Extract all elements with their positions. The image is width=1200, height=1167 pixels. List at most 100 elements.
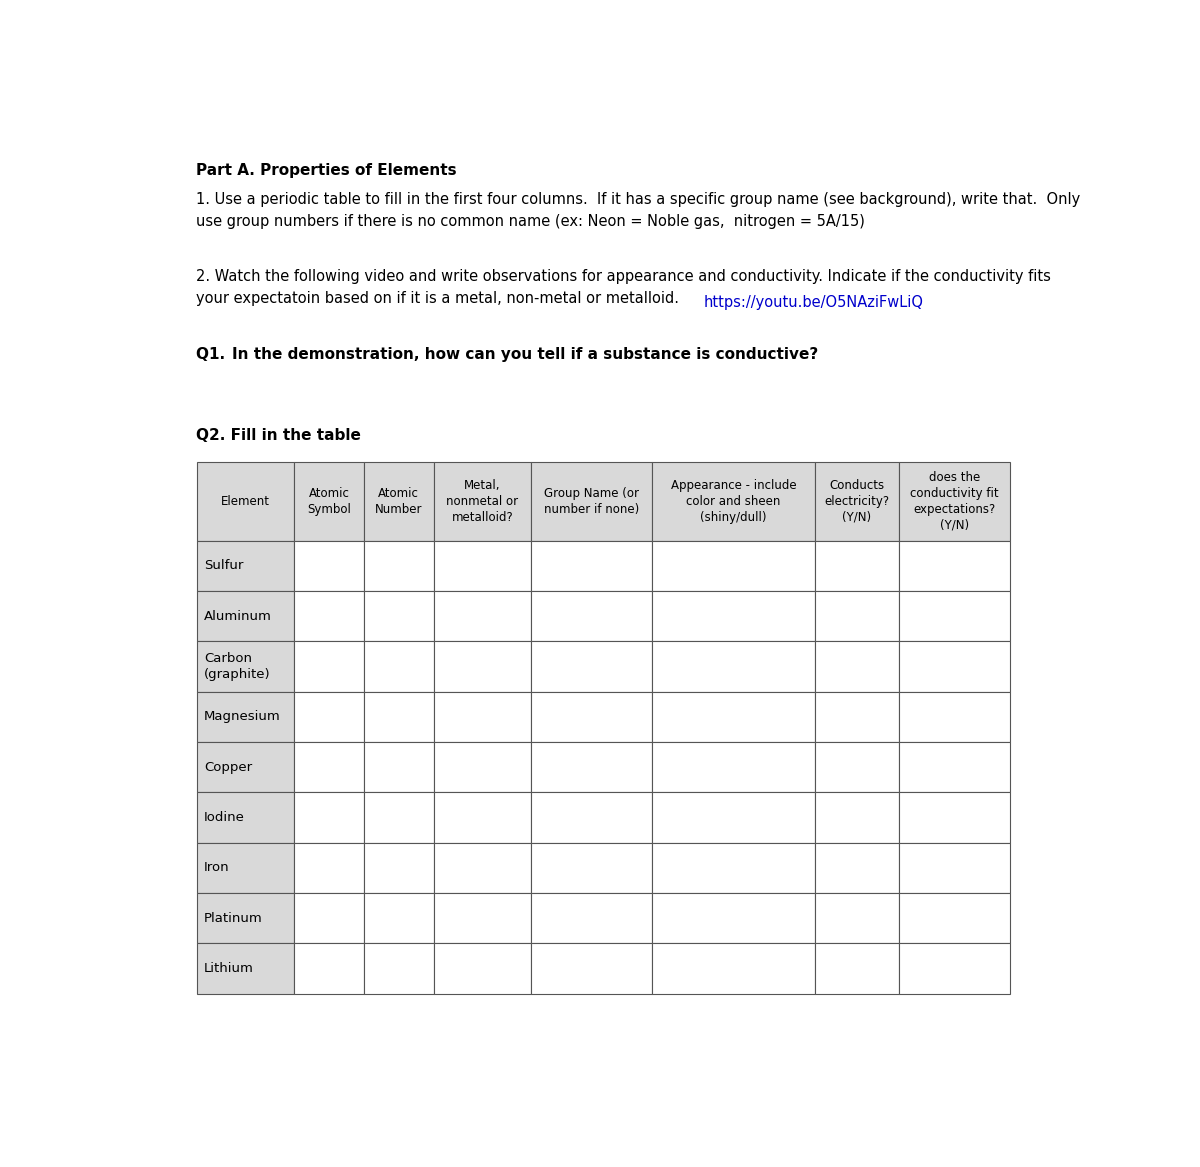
Bar	[197, 462, 294, 540]
Bar	[899, 462, 1010, 540]
Bar	[433, 893, 532, 943]
Text: Atomic
Number: Atomic Number	[376, 487, 422, 516]
Bar	[364, 540, 433, 592]
Bar	[532, 692, 653, 742]
Bar	[899, 893, 1010, 943]
Bar	[653, 692, 815, 742]
Bar	[899, 642, 1010, 692]
Bar	[653, 792, 815, 843]
Bar	[532, 792, 653, 843]
Text: Appearance - include
color and sheen
(shiny/dull): Appearance - include color and sheen (sh…	[671, 478, 797, 524]
Text: does the
conductivity fit
expectations?
(Y/N): does the conductivity fit expectations? …	[910, 470, 998, 532]
Bar	[653, 592, 815, 642]
Bar	[815, 893, 899, 943]
Bar	[294, 742, 364, 792]
Bar	[294, 642, 364, 692]
Bar	[815, 843, 899, 893]
Bar	[364, 943, 433, 994]
Bar	[364, 742, 433, 792]
Bar	[294, 592, 364, 642]
Text: In the demonstration, how can you tell if a substance is conductive?: In the demonstration, how can you tell i…	[232, 347, 818, 362]
Text: Sulfur: Sulfur	[204, 559, 244, 573]
Bar	[433, 592, 532, 642]
Bar	[364, 843, 433, 893]
Bar	[532, 592, 653, 642]
Bar	[294, 540, 364, 592]
Bar	[532, 642, 653, 692]
Bar	[197, 742, 294, 792]
Bar	[653, 462, 815, 540]
Bar	[815, 540, 899, 592]
Text: Atomic
Symbol: Atomic Symbol	[307, 487, 350, 516]
Bar	[653, 893, 815, 943]
Bar	[899, 843, 1010, 893]
Bar	[433, 692, 532, 742]
Bar	[653, 943, 815, 994]
Bar	[815, 642, 899, 692]
Bar	[197, 540, 294, 592]
Bar	[815, 692, 899, 742]
Bar	[364, 462, 433, 540]
Bar	[294, 462, 364, 540]
Text: 1. Use a periodic table to fill in the first four columns.  If it has a specific: 1. Use a periodic table to fill in the f…	[197, 193, 1081, 230]
Bar	[294, 843, 364, 893]
Bar	[197, 592, 294, 642]
Text: Platinum: Platinum	[204, 911, 263, 924]
Text: Metal,
nonmetal or
metalloid?: Metal, nonmetal or metalloid?	[446, 478, 518, 524]
Bar	[815, 742, 899, 792]
Bar	[364, 592, 433, 642]
Bar	[899, 943, 1010, 994]
Bar	[294, 943, 364, 994]
Text: Iron: Iron	[204, 861, 229, 874]
Bar	[899, 540, 1010, 592]
Text: Carbon
(graphite): Carbon (graphite)	[204, 652, 270, 682]
Bar	[197, 893, 294, 943]
Text: Magnesium: Magnesium	[204, 711, 281, 724]
Bar	[433, 792, 532, 843]
Bar	[197, 792, 294, 843]
Bar	[653, 642, 815, 692]
Bar	[899, 742, 1010, 792]
Text: Aluminum: Aluminum	[204, 610, 272, 623]
Bar	[532, 943, 653, 994]
Text: Iodine: Iodine	[204, 811, 245, 824]
Text: https://youtu.be/O5NAziFwLiQ: https://youtu.be/O5NAziFwLiQ	[703, 294, 923, 309]
Bar	[433, 742, 532, 792]
Bar	[197, 692, 294, 742]
Bar	[532, 742, 653, 792]
Bar	[197, 843, 294, 893]
Bar	[653, 540, 815, 592]
Bar	[815, 943, 899, 994]
Bar	[653, 843, 815, 893]
Bar	[294, 692, 364, 742]
Bar	[815, 792, 899, 843]
Bar	[294, 792, 364, 843]
Bar	[532, 843, 653, 893]
Bar	[433, 843, 532, 893]
Bar	[364, 642, 433, 692]
Bar	[532, 540, 653, 592]
Bar	[294, 893, 364, 943]
Text: Copper: Copper	[204, 761, 252, 774]
Text: Q1.: Q1.	[197, 347, 236, 362]
Bar	[364, 692, 433, 742]
Bar	[532, 462, 653, 540]
Bar	[899, 692, 1010, 742]
Bar	[433, 943, 532, 994]
Bar	[433, 642, 532, 692]
Bar	[364, 792, 433, 843]
Bar	[197, 943, 294, 994]
Text: Group Name (or
number if none): Group Name (or number if none)	[544, 487, 640, 516]
Text: Q2. Fill in the table: Q2. Fill in the table	[197, 427, 361, 442]
Bar	[815, 462, 899, 540]
Bar	[197, 642, 294, 692]
Text: Element: Element	[221, 495, 270, 508]
Bar	[433, 540, 532, 592]
Bar	[653, 742, 815, 792]
Text: 2. Watch the following video and write observations for appearance and conductiv: 2. Watch the following video and write o…	[197, 268, 1051, 306]
Bar	[433, 462, 532, 540]
Bar	[532, 893, 653, 943]
Text: Lithium: Lithium	[204, 962, 254, 976]
Bar	[364, 893, 433, 943]
Text: Conducts
electricity?
(Y/N): Conducts electricity? (Y/N)	[824, 478, 889, 524]
